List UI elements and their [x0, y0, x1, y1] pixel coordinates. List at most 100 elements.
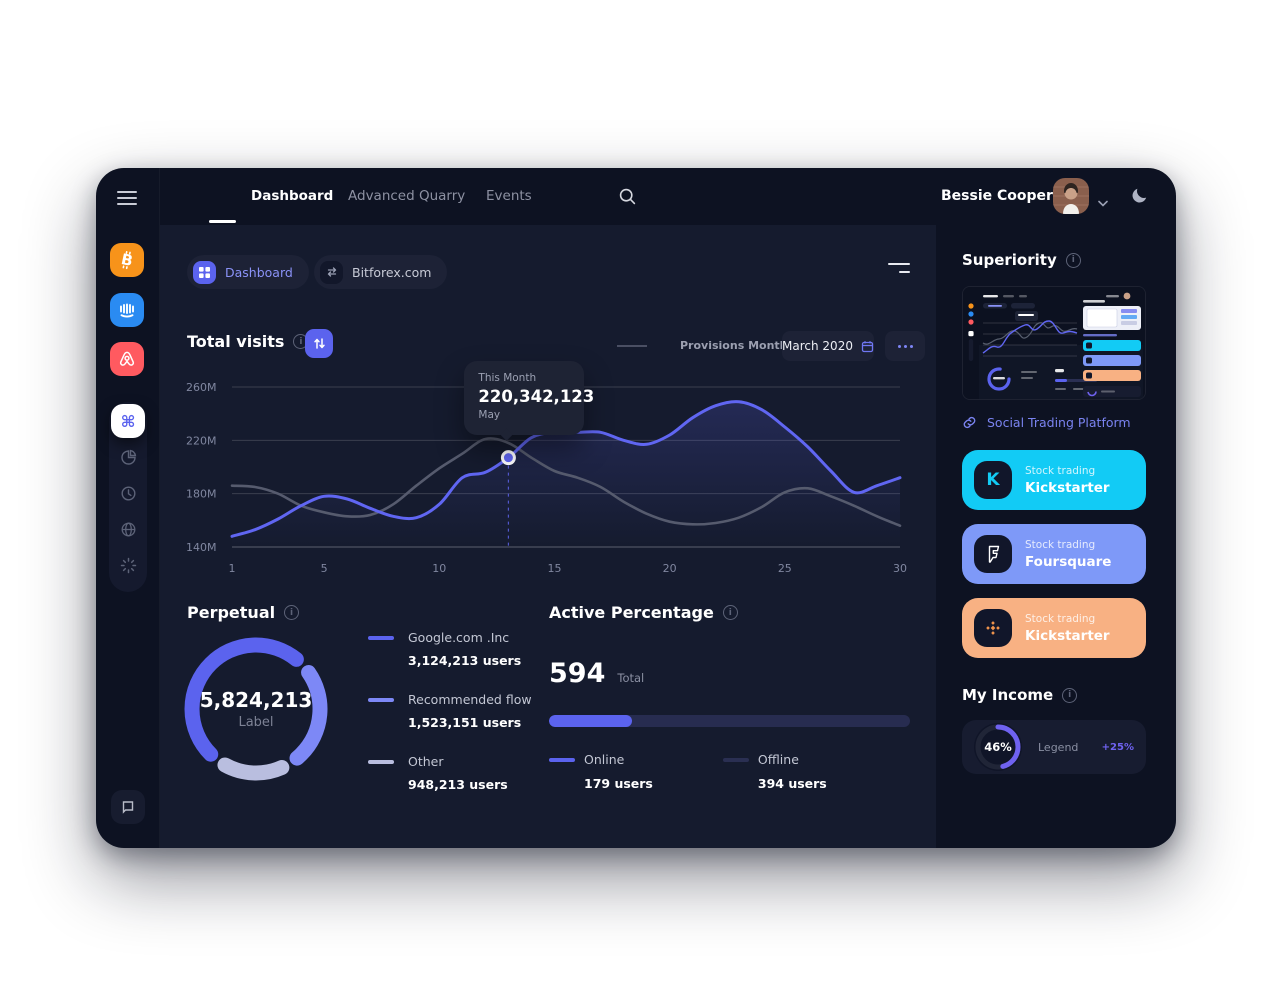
superiority-thumbnail[interactable] [962, 286, 1146, 400]
bitcoin-app-icon[interactable]: B [110, 243, 144, 277]
income-gauge-percent: 46% [984, 740, 1012, 754]
svg-text:20: 20 [663, 562, 677, 575]
active-total-value: 594 [549, 658, 606, 689]
main-panel: Dashboard Bitforex.com Total visits Prov… [160, 225, 936, 848]
income-delta: +25% [1101, 741, 1134, 753]
active-tab-underline [209, 220, 236, 223]
provisions-month-label: Provisions Month [680, 339, 788, 352]
svg-text:260M: 260M [186, 381, 217, 394]
command-tool-button[interactable]: ⌘ [111, 404, 145, 438]
tab-dashboard[interactable]: Dashboard [251, 188, 334, 204]
spinner-icon[interactable] [111, 548, 145, 582]
legend-item-offline: Offline 394 users [722, 749, 827, 791]
foursquare-logo-icon [974, 535, 1012, 573]
income-gauge: 46% [972, 721, 1024, 773]
airbnb-app-icon[interactable] [110, 342, 144, 376]
superiority-title: Superiority [962, 251, 1146, 269]
chart-tooltip: This Month 220,342,123 May [464, 360, 595, 435]
tab-advanced-quarry[interactable]: Advanced Quarry [348, 188, 466, 204]
right-panel: Superiority [936, 225, 1176, 848]
bitcoin-icon: B [120, 250, 135, 270]
svg-text:15: 15 [547, 562, 561, 575]
tooltip-value: 220,342,123 [478, 386, 595, 406]
sort-visits-button[interactable] [305, 329, 333, 358]
more-options-button[interactable] [885, 331, 925, 361]
search-icon[interactable] [618, 187, 637, 210]
intercom-icon [120, 303, 134, 318]
perpetual-title: Perpetual [187, 603, 300, 622]
info-icon[interactable] [1062, 687, 1078, 703]
legend-swatch [368, 635, 394, 640]
donut-center-value: 5,824,213 [199, 688, 313, 712]
chat-icon [122, 801, 134, 814]
svg-text:30: 30 [893, 562, 907, 575]
dark-mode-moon-icon[interactable] [1131, 186, 1149, 208]
chevron-down-icon[interactable] [1098, 192, 1108, 211]
svg-text:220M: 220M [186, 434, 217, 447]
pie-chart-icon[interactable] [111, 440, 145, 474]
link-icon [963, 416, 976, 429]
legend-swatch [722, 757, 749, 762]
card-kickstarter-orange[interactable]: Stock trading Kickstarter [962, 598, 1146, 658]
tool-group: ⌘ [109, 402, 147, 592]
breadcrumb-site-label: Bitforex.com [352, 264, 432, 280]
intercom-app-icon[interactable] [110, 293, 144, 327]
provisions-legend-line [617, 345, 647, 347]
info-icon[interactable] [1065, 252, 1081, 268]
active-progress-fill [549, 715, 633, 727]
donut-center-label: Label [238, 715, 274, 730]
tab-events[interactable]: Events [486, 188, 532, 204]
top-navbar: Dashboard Advanced Quarry Events Bessie … [160, 168, 1176, 225]
active-percentage-title: Active Percentage [549, 603, 910, 622]
active-total-label: Total [617, 671, 645, 685]
info-icon[interactable] [284, 605, 300, 620]
legend-item: Other 948,213 users [368, 751, 532, 792]
month-select[interactable]: March 2020 [782, 331, 874, 361]
svg-text:25: 25 [778, 562, 792, 575]
total-visits-title: Total visits [187, 332, 309, 351]
breadcrumb-dashboard-label: Dashboard [225, 264, 293, 280]
legend-swatch [549, 757, 575, 762]
my-income-title: My Income [962, 686, 1146, 704]
card-kickstarter-cyan[interactable]: K Stock trading Kickstarter [962, 450, 1146, 510]
binance-logo-icon [974, 609, 1012, 647]
svg-text:180M: 180M [186, 488, 217, 501]
social-trading-platform-link[interactable]: Social Trading Platform [962, 415, 1146, 430]
svg-text:1: 1 [229, 562, 236, 575]
income-legend-label: Legend [1038, 740, 1079, 754]
breadcrumb-site-chip[interactable]: Bitforex.com [314, 255, 448, 289]
legend-swatch [368, 759, 394, 764]
info-icon[interactable] [722, 605, 738, 620]
tooltip-month: May [478, 408, 501, 421]
globe-icon[interactable] [111, 512, 145, 546]
my-income-card: 46% Legend +25% [962, 720, 1146, 774]
kickstarter-logo-icon: K [974, 461, 1012, 499]
sort-filter-icon[interactable] [888, 263, 910, 275]
avatar[interactable] [1053, 178, 1089, 214]
svg-text:140M: 140M [186, 541, 217, 554]
legend-item: Recommended flow 1,523,151 users [368, 689, 532, 730]
hamburger-menu-icon[interactable] [117, 187, 137, 205]
tooltip-period: This Month [478, 371, 537, 384]
swap-arrows-icon [320, 260, 343, 284]
grid-icon [193, 260, 216, 284]
legend-swatch [368, 697, 394, 702]
card-foursquare[interactable]: Stock trading Foursquare [962, 524, 1146, 584]
chat-button[interactable] [111, 790, 145, 824]
active-progress-bar [549, 715, 910, 727]
user-name: Bessie Cooper [941, 188, 1053, 204]
total-visits-chart[interactable]: 260M 220M 180M 140M 1 5 10 15 20 25 30 This Month … [186, 360, 912, 578]
legend-item: Google.com .Inc 3,124,213 users [368, 627, 532, 668]
trading-cards: K Stock trading Kickstarter Stock tradin… [962, 450, 1146, 658]
perpetual-donut-chart: 5,824,213 Label [176, 629, 336, 789]
svg-text:5: 5 [321, 562, 328, 575]
left-rail: B [96, 168, 160, 848]
svg-text:10: 10 [432, 562, 446, 575]
airbnb-icon [119, 351, 135, 366]
breadcrumb-dashboard-chip[interactable]: Dashboard [187, 255, 309, 289]
legend-item-online: Online 179 users [549, 749, 653, 791]
calendar-icon [861, 340, 874, 352]
clock-icon[interactable] [111, 476, 145, 510]
active-percentage-section: Active Percentage 594 Total Online 179 u… [549, 603, 910, 791]
